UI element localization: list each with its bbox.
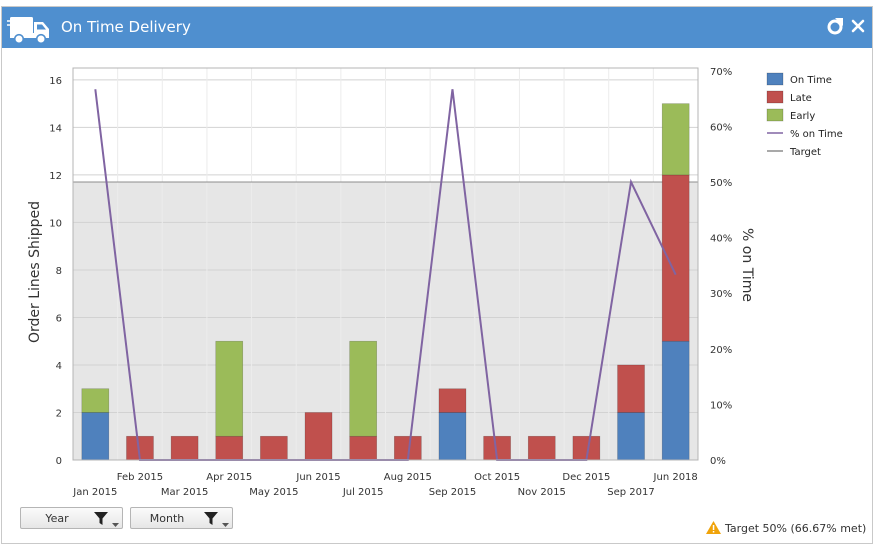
chevron-down-icon	[222, 517, 229, 530]
bar-late	[215, 435, 244, 461]
legend-label: Early	[790, 111, 815, 122]
y-tick-label: 8	[56, 266, 62, 277]
x-tick-label: Nov 2015	[518, 487, 566, 498]
y-tick-label: 6	[56, 313, 62, 324]
filter-funnel-icon	[204, 512, 218, 528]
legend-label: On Time	[790, 75, 832, 86]
bar-on-time	[81, 412, 110, 461]
bar-early	[215, 340, 244, 437]
x-tick-label: Jan 2015	[72, 487, 117, 498]
refresh-icon[interactable]	[826, 18, 844, 40]
warning-icon	[706, 521, 721, 537]
month-filter-label: Month	[149, 512, 185, 525]
window-title: On Time Delivery	[61, 18, 191, 36]
y-axis-title: Order Lines Shipped	[27, 201, 43, 343]
y2-axis-title: % on Time	[739, 228, 755, 302]
bar-late	[617, 364, 645, 413]
close-icon[interactable]	[850, 18, 866, 38]
x-tick-label: Jun 2018	[653, 472, 698, 483]
y-tick-label: 4	[56, 361, 62, 372]
x-tick-label: Dec 2015	[562, 472, 610, 483]
bar-late	[170, 435, 199, 461]
legend-label: Target	[789, 147, 821, 158]
bar-early	[661, 103, 690, 176]
title-bar: On Time Delivery	[2, 7, 872, 48]
legend-swatch	[766, 108, 784, 122]
y2-tick-label: 30%	[710, 289, 732, 300]
month-filter-button[interactable]: Month	[130, 507, 233, 529]
year-filter-label: Year	[45, 512, 69, 525]
plot-border	[72, 67, 699, 461]
y-tick-label: 16	[49, 76, 62, 87]
y2-tick-label: 10%	[710, 400, 732, 411]
x-tick-label: Sep 2015	[429, 487, 476, 498]
legend-swatch	[766, 72, 784, 86]
legend-label: % on Time	[790, 129, 843, 140]
x-tick-label: Jun 2015	[295, 472, 340, 483]
bar-on-time	[438, 412, 467, 461]
y2-tick-label: 70%	[710, 67, 732, 78]
x-tick-label: Aug 2015	[384, 472, 432, 483]
y2-tick-label: 40%	[710, 234, 732, 245]
bar-on-time	[617, 412, 645, 461]
bar-late	[527, 435, 556, 461]
truck-icon	[7, 11, 53, 49]
x-tick-label: Jul 2015	[342, 487, 384, 498]
delivery-chart: 0 2 4 6 8 10 12 14 16 0% 10% 20% 30% 40% 50% 60% 70% Jan …	[27, 67, 843, 498]
bar-on-time	[661, 340, 690, 461]
y-tick-label: 0	[56, 456, 62, 467]
x-tick-label: May 2015	[249, 487, 298, 498]
y2-tick-label: 0%	[710, 456, 726, 467]
x-tick-label: Sep 2017	[607, 487, 654, 498]
bar-late	[260, 435, 288, 461]
legend-swatch	[766, 90, 784, 104]
chevron-down-icon	[112, 517, 119, 530]
y2-tick-label: 20%	[710, 345, 732, 356]
x-tick-label: Feb 2015	[117, 472, 163, 483]
bar-late	[661, 174, 690, 342]
y-tick-label: 2	[56, 408, 62, 419]
x-tick-label: Apr 2015	[206, 472, 252, 483]
y-tick-label: 10	[49, 218, 62, 229]
y2-tick-label: 60%	[710, 122, 732, 133]
year-filter-button[interactable]: Year	[20, 507, 123, 529]
bar-early	[81, 388, 110, 413]
on-time-delivery-window: On Time Delivery 0 2 4 6 8 10 12 14 16 0% 10% 20% 30…	[1, 6, 873, 544]
x-tick-label: Mar 2015	[161, 487, 209, 498]
bar-late	[438, 388, 467, 413]
bar-late	[349, 435, 377, 461]
legend-label: Late	[790, 93, 812, 104]
x-tick-label: Oct 2015	[474, 472, 520, 483]
y2-tick-label: 50%	[710, 178, 732, 189]
y-tick-label: 14	[49, 123, 62, 134]
target-status-text: Target 50% (66.67% met)	[725, 522, 867, 535]
y-tick-label: 12	[49, 171, 62, 182]
bar-late	[304, 412, 333, 461]
filter-funnel-icon	[94, 512, 108, 528]
bar-early	[349, 340, 377, 437]
